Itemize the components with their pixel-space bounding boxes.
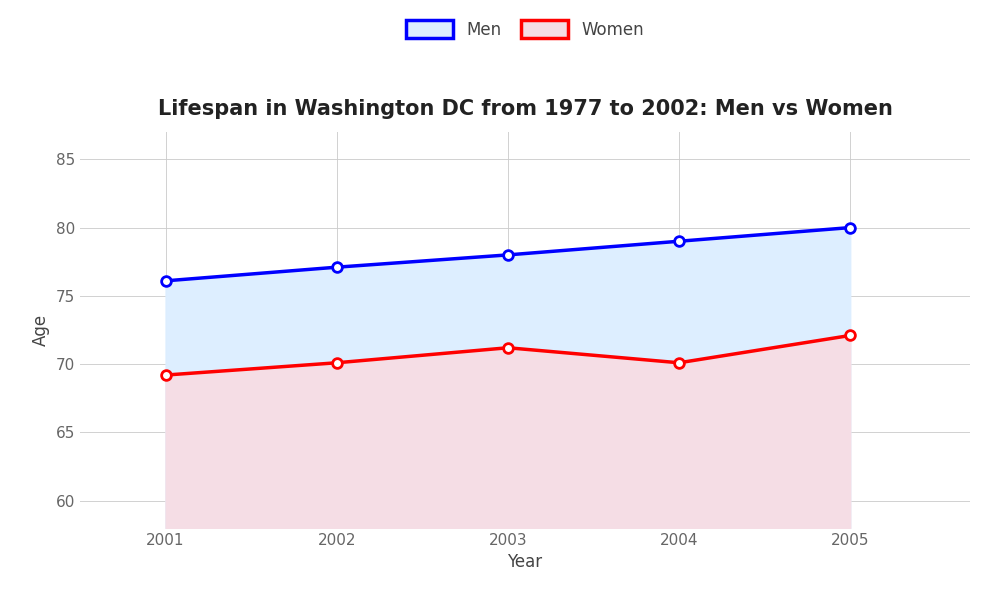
Title: Lifespan in Washington DC from 1977 to 2002: Men vs Women: Lifespan in Washington DC from 1977 to 2… — [158, 100, 892, 119]
X-axis label: Year: Year — [507, 553, 543, 571]
Legend: Men, Women: Men, Women — [399, 14, 651, 46]
Y-axis label: Age: Age — [32, 314, 50, 346]
